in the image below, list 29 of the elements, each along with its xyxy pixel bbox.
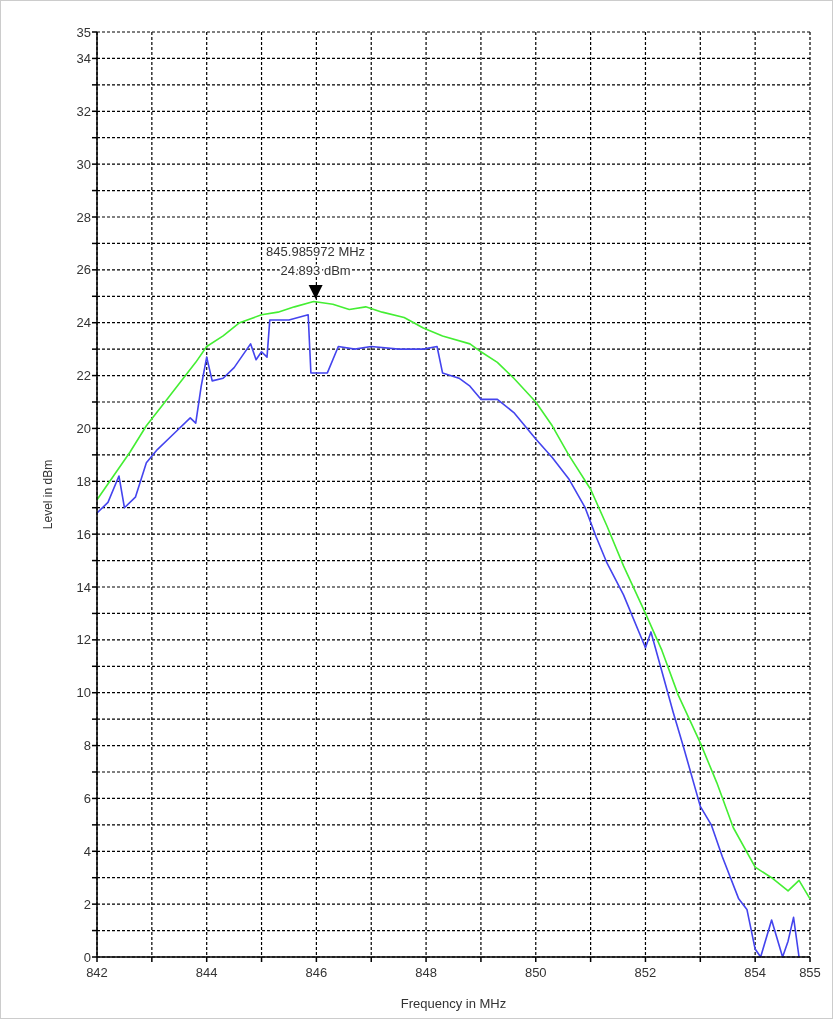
y-tick-label: 12 xyxy=(76,632,91,648)
y-tick-label: 2 xyxy=(83,896,91,912)
y-tick-label: 16 xyxy=(76,526,91,542)
y-tick-label: 0 xyxy=(83,949,91,965)
y-tick-label: 20 xyxy=(76,420,91,436)
x-tick-label: 852 xyxy=(634,965,657,980)
y-tick-label: 6 xyxy=(83,790,91,806)
x-tick-label: 855 xyxy=(799,965,821,980)
x-tick-label: 854 xyxy=(744,965,767,980)
x-axis-title: Frequency in MHz xyxy=(400,996,507,1011)
y-axis-title: Level in dBm xyxy=(41,459,55,530)
y-tick-label: 8 xyxy=(83,738,91,754)
y-tick-label: 35 xyxy=(76,24,91,40)
x-tick-label: 842 xyxy=(86,965,108,980)
y-tick-label: 4 xyxy=(83,843,91,859)
y-tick-label: 26 xyxy=(76,262,91,278)
x-tick-label: 850 xyxy=(524,965,547,980)
y-tick-label: 30 xyxy=(76,156,91,172)
y-tick-label: 10 xyxy=(76,685,91,701)
y-tick-label: 32 xyxy=(76,103,91,119)
x-tick-label: 844 xyxy=(195,965,218,980)
y-tick-label: 14 xyxy=(76,579,91,595)
y-tick-label: 34 xyxy=(76,50,91,66)
y-tick-label: 22 xyxy=(76,368,91,384)
x-tick-label: 846 xyxy=(305,965,328,980)
x-tick-label: 848 xyxy=(415,965,437,980)
y-tick-label: 18 xyxy=(76,473,91,489)
y-tick-label: 24 xyxy=(76,315,91,331)
y-tick-label: 28 xyxy=(76,209,91,225)
